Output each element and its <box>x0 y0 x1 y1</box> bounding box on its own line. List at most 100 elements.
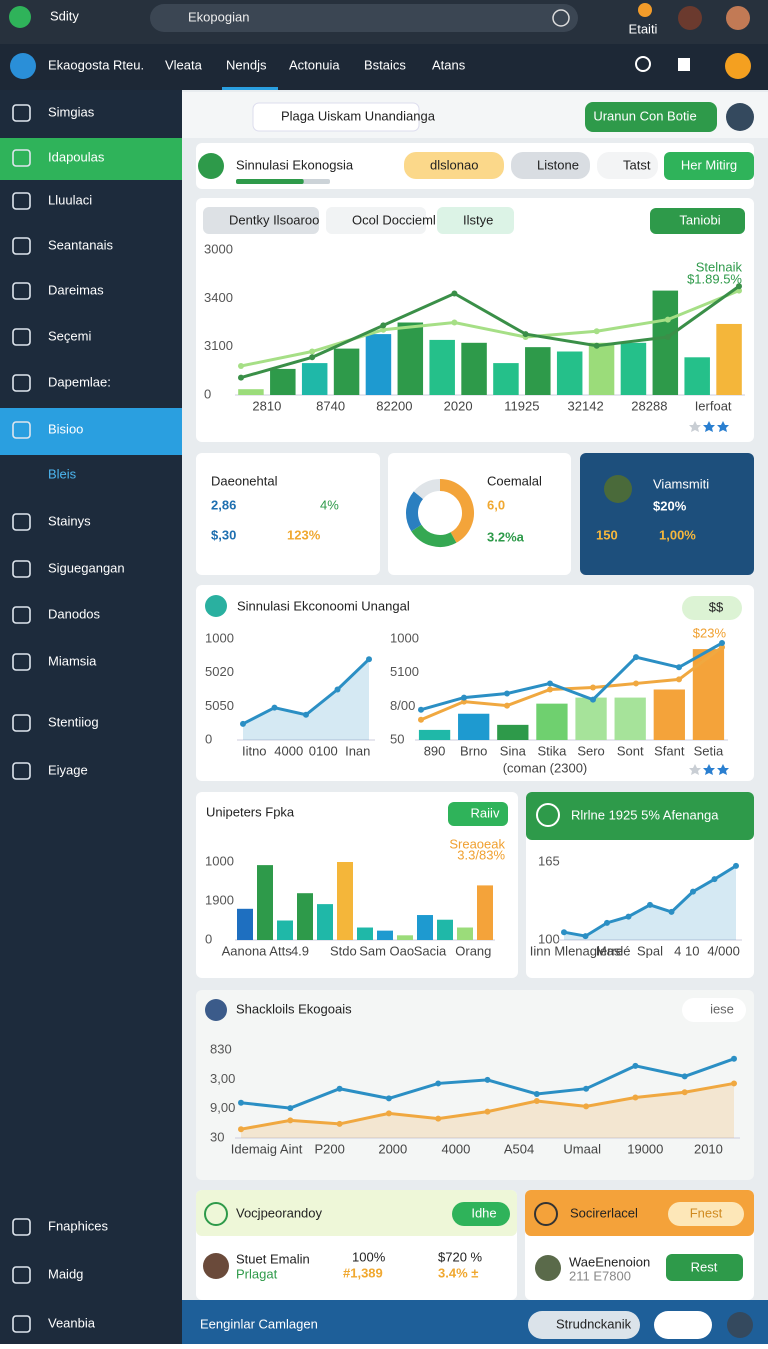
point <box>647 901 653 908</box>
sidebar-item[interactable]: Seantanais <box>48 237 114 252</box>
search-box[interactable] <box>252 102 420 132</box>
sidebar-item[interactable]: Miamsia <box>48 653 97 668</box>
person-name: WaeEnenoion <box>569 1254 650 1269</box>
sidebar-icon <box>12 1266 31 1284</box>
sidebar-icon <box>12 606 31 624</box>
point <box>238 374 244 381</box>
footer-search[interactable] <box>528 1311 640 1339</box>
sidebar-item[interactable]: Idapoulas <box>48 149 105 164</box>
bar <box>437 919 453 940</box>
y-tick-label: 1000 <box>390 630 419 645</box>
point <box>533 1098 540 1105</box>
button[interactable] <box>650 208 745 234</box>
line <box>240 289 740 368</box>
point <box>664 316 671 323</box>
point <box>418 716 424 723</box>
point <box>736 283 742 290</box>
y-tick-label: 165 <box>538 853 560 868</box>
point <box>418 706 424 713</box>
star <box>717 421 729 432</box>
nav-item[interactable]: Vleata <box>165 57 203 72</box>
chip[interactable] <box>404 152 504 179</box>
tab[interactable] <box>437 207 514 234</box>
brand-logo <box>10 53 36 79</box>
x-tick-label: Spal <box>637 943 663 958</box>
sidebar-icon <box>12 282 31 300</box>
tab-text: Ilstye <box>463 212 493 227</box>
sidebar-item[interactable]: Bisioo <box>48 421 83 436</box>
card-header <box>196 1190 517 1236</box>
sidebar-item[interactable]: Bleis <box>48 466 77 481</box>
sidebar-icon <box>12 192 31 210</box>
chip[interactable] <box>597 152 658 179</box>
area <box>241 1083 734 1138</box>
star <box>717 764 729 775</box>
point <box>547 680 553 687</box>
point <box>632 1094 639 1101</box>
area <box>564 865 736 940</box>
header-title: Sinnulasi Ekonogsia <box>236 157 354 172</box>
sidebar-item[interactable]: Simgias <box>48 104 95 119</box>
sidebar-item[interactable]: Danodos <box>48 606 101 621</box>
bar <box>525 347 551 395</box>
sidebar-item[interactable]: Dapemlae: <box>48 374 111 389</box>
sidebar-icon <box>12 653 31 671</box>
nav-item[interactable]: Nendjs <box>226 57 267 72</box>
point <box>461 694 467 701</box>
profile-icon <box>725 53 751 79</box>
sidebar-item[interactable]: Veanbia <box>48 1315 96 1330</box>
address-bar[interactable] <box>150 4 578 32</box>
line <box>420 645 723 722</box>
x-tick-label: 2010 <box>694 1141 723 1156</box>
stat-title: Coemalal <box>487 473 542 488</box>
sidebar-item[interactable]: Lluulaci <box>48 192 92 207</box>
footer-title: Eenginlar Camlagen <box>200 1316 318 1331</box>
y-tick-label: 3100 <box>204 338 233 353</box>
point <box>719 640 725 647</box>
button-text: Her Mitirg <box>681 157 737 172</box>
annotation: 3.3/83% <box>457 847 505 862</box>
x-tick-label: 28288 <box>631 398 667 413</box>
nav-item[interactable]: Actonuia <box>289 57 340 72</box>
avatar <box>535 1255 561 1281</box>
sidebar-item[interactable]: Stainys <box>48 513 91 528</box>
footnote: (coman (2300) <box>503 760 588 775</box>
badge-text: Idhe <box>471 1205 496 1220</box>
toolbar-button[interactable] <box>585 102 717 132</box>
sidebar-item[interactable]: Siguegangan <box>48 560 125 575</box>
sidebar-active <box>0 408 182 455</box>
sidebar-item[interactable]: Stentiiog <box>48 714 99 729</box>
stat-value: 1,00% <box>659 527 696 542</box>
icon <box>534 1202 558 1226</box>
sidebar-item[interactable]: Fnaphices <box>48 1218 108 1233</box>
y-tick-label: 100 <box>538 931 560 946</box>
button[interactable] <box>666 1254 743 1281</box>
bar <box>556 351 583 395</box>
section-title: Sinnulasi Ekconoomi Unangal <box>237 598 410 613</box>
nav-item[interactable]: Bstaics <box>364 57 406 72</box>
tab[interactable] <box>326 207 426 234</box>
footer-toggle[interactable] <box>654 1311 712 1339</box>
header-button[interactable] <box>664 152 754 180</box>
point <box>690 888 696 895</box>
y-tick-label: 3000 <box>204 241 233 256</box>
sidebar-item[interactable]: Maidg <box>48 1266 83 1281</box>
x-tick-label: 4/000 <box>707 943 740 958</box>
x-tick-label: Idemaig Aint <box>231 1141 303 1156</box>
y-tick-label: 5100 <box>390 664 419 679</box>
point <box>547 686 553 693</box>
sidebar-icon <box>12 762 31 780</box>
point <box>385 1095 392 1102</box>
sidebar-icon <box>12 513 31 531</box>
sidebar-item[interactable]: Seçemi <box>48 328 91 343</box>
point <box>484 1108 491 1115</box>
point <box>676 676 682 683</box>
sidebar-item[interactable]: Dareimas <box>48 282 104 297</box>
sidebar-item[interactable]: Eiyage <box>48 762 88 777</box>
chip[interactable] <box>511 152 590 179</box>
nav-item[interactable]: Atans <box>432 57 466 72</box>
y-tick-label: 1000 <box>205 853 234 868</box>
tab[interactable] <box>203 207 319 234</box>
bar <box>614 697 646 740</box>
point <box>309 354 316 361</box>
